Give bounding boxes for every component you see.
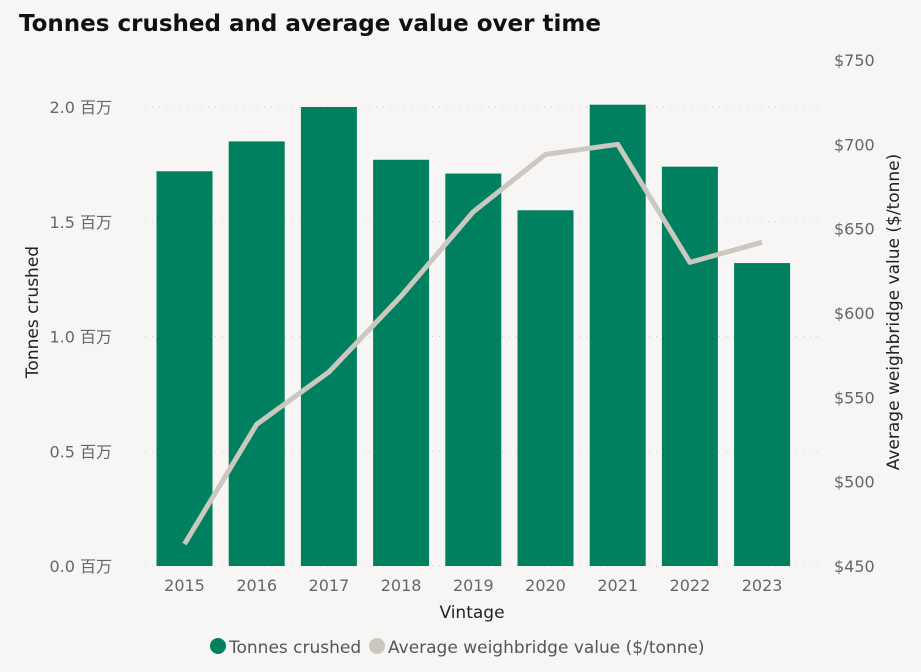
y-axis-title: Tonnes crushed [23, 246, 43, 379]
y2-tick-label: $550 [834, 388, 875, 407]
chart-title: Tonnes crushed and average value over ti… [19, 11, 601, 37]
y2-tick-label: $700 [834, 135, 875, 154]
x-tick-label: 2015 [164, 576, 205, 595]
y2-tick-label: $450 [834, 557, 875, 576]
legend-label-tonnes: Tonnes crushed [228, 638, 361, 658]
x-tick-label: 2020 [525, 576, 566, 595]
y2-tick-label: $600 [834, 304, 875, 323]
y2-tick-label: $650 [834, 220, 875, 239]
y2-tick-label: $500 [834, 473, 875, 492]
bar-2021[interactable] [589, 104, 646, 566]
bar-2016[interactable] [228, 141, 285, 567]
x-tick-label: 2016 [236, 576, 277, 595]
y2-tick-label: $750 [834, 51, 875, 70]
x-tick-label: 2023 [742, 576, 783, 595]
y-tick-label: 2.0 百万 [49, 98, 112, 117]
bar-series [156, 104, 791, 567]
legend-marker-value [369, 638, 385, 654]
y-tick-label: 0.5 百万 [49, 442, 112, 461]
bar-2018[interactable] [373, 159, 430, 566]
x-axis-ticks: 2015 2016 2017 2018 2019 2020 2021 2022 2023 [164, 576, 782, 595]
x-tick-label: 2019 [453, 576, 494, 595]
line-average-value[interactable] [182, 141, 763, 546]
x-tick-label: 2022 [670, 576, 711, 595]
bar-2020[interactable] [517, 210, 574, 566]
right-axis-ticks: $450 $500 $550 $600 $650 $700 $750 [834, 51, 875, 576]
x-tick-label: 2018 [381, 576, 422, 595]
x-axis-title: Vintage [439, 603, 504, 623]
left-axis-ticks: 0.0 百万 0.5 百万 1.0 百万 1.5 百万 2.0 百万 [49, 98, 112, 576]
bar-2019[interactable] [445, 173, 502, 566]
bar-2015[interactable] [156, 171, 213, 566]
legend-label-value: Average weighbridge value ($/tonne) [388, 638, 705, 658]
y-tick-label: 0.0 百万 [49, 557, 112, 576]
x-tick-label: 2017 [309, 576, 350, 595]
y-tick-label: 1.5 百万 [49, 213, 112, 232]
legend-marker-tonnes [210, 638, 226, 654]
x-tick-label: 2021 [597, 576, 638, 595]
bar-2017[interactable] [300, 107, 357, 566]
bar-2023[interactable] [734, 263, 791, 566]
line-series [182, 141, 763, 546]
y-tick-label: 1.0 百万 [49, 328, 112, 347]
legend: Tonnes crushed Average weighbridge value … [210, 638, 705, 658]
y2-axis-title: Average weighbridge value ($/tonne) [884, 154, 904, 471]
